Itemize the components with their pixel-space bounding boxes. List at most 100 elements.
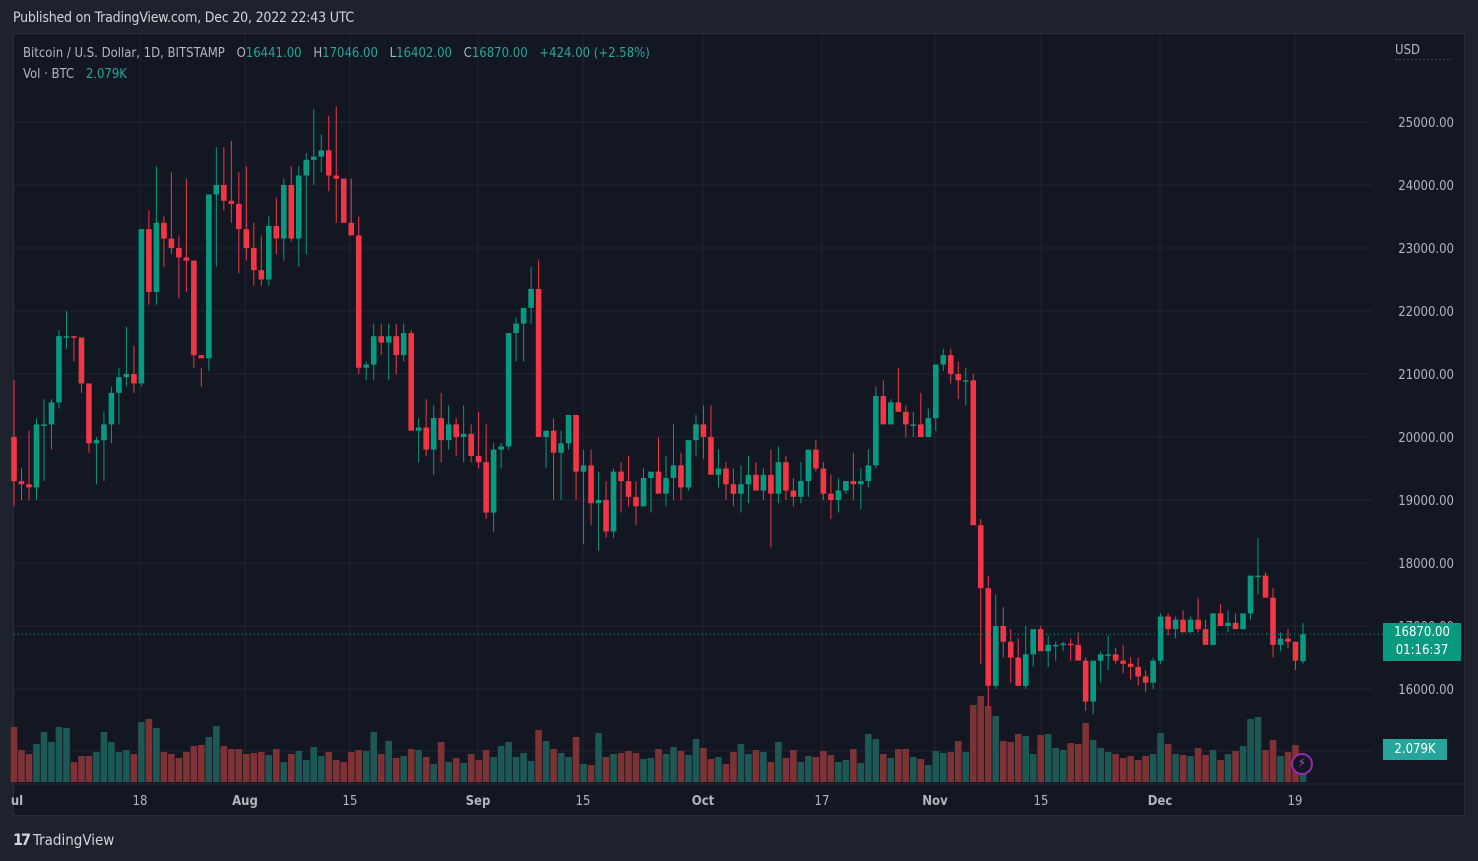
- candle-body[interactable]: [895, 402, 902, 412]
- candle-body[interactable]: [325, 150, 332, 176]
- candle-body[interactable]: [985, 588, 992, 686]
- candle-body[interactable]: [1082, 660, 1089, 702]
- candle-body[interactable]: [363, 364, 370, 368]
- candle-body[interactable]: [947, 355, 954, 374]
- candle-body[interactable]: [693, 424, 699, 441]
- candle-body[interactable]: [191, 260, 197, 356]
- candle-body[interactable]: [663, 477, 669, 494]
- candle-body[interactable]: [640, 477, 647, 507]
- candle-body[interactable]: [288, 185, 295, 239]
- lightning-icon[interactable]: ⚡: [1291, 753, 1313, 775]
- candle-body[interactable]: [850, 481, 857, 485]
- candle-body[interactable]: [385, 336, 392, 343]
- candle-body[interactable]: [760, 474, 767, 491]
- candle-body[interactable]: [206, 194, 212, 359]
- candle-body[interactable]: [258, 270, 265, 280]
- candle-body[interactable]: [925, 418, 932, 437]
- candle-body[interactable]: [71, 336, 77, 338]
- candle-body[interactable]: [708, 437, 714, 475]
- candle-body[interactable]: [843, 481, 849, 491]
- candle-body[interactable]: [280, 185, 287, 239]
- candle-body[interactable]: [1300, 634, 1306, 662]
- candle-body[interactable]: [1217, 613, 1224, 626]
- candle-body[interactable]: [1225, 622, 1231, 626]
- candle-body[interactable]: [805, 449, 812, 482]
- candle-body[interactable]: [138, 229, 145, 384]
- volume-label[interactable]: Vol · BTC: [23, 67, 75, 82]
- candle-body[interactable]: [26, 484, 32, 488]
- candle-body[interactable]: [1097, 654, 1104, 661]
- footer-brand[interactable]: 17 TradingView: [13, 830, 114, 849]
- candle-body[interactable]: [333, 175, 340, 179]
- candle-body[interactable]: [348, 222, 355, 236]
- candle-body[interactable]: [1075, 644, 1081, 661]
- candle-body[interactable]: [415, 427, 422, 431]
- candle-body[interactable]: [1007, 641, 1014, 658]
- candle-body[interactable]: [700, 424, 707, 437]
- candle-body[interactable]: [1247, 575, 1254, 614]
- candle-body[interactable]: [123, 374, 130, 378]
- candle-body[interactable]: [1150, 660, 1156, 683]
- candle-body[interactable]: [1240, 613, 1246, 630]
- candle-body[interactable]: [1292, 641, 1299, 661]
- symbol-title[interactable]: Bitcoin / U.S. Dollar, 1D, BITSTAMP: [23, 46, 225, 61]
- candle-body[interactable]: [1202, 629, 1209, 645]
- candle-body[interactable]: [603, 500, 609, 532]
- candle-body[interactable]: [86, 383, 92, 444]
- candle-body[interactable]: [56, 336, 62, 403]
- candle-body[interactable]: [1090, 660, 1096, 702]
- candle-body[interactable]: [161, 222, 167, 239]
- candle-body[interactable]: [520, 307, 527, 324]
- candle-body[interactable]: [340, 178, 347, 223]
- candle-body[interactable]: [153, 222, 160, 293]
- candle-body[interactable]: [303, 159, 310, 176]
- candle-body[interactable]: [221, 185, 227, 201]
- candle-body[interactable]: [910, 424, 917, 426]
- chart-panel[interactable]: [13, 33, 1465, 816]
- candle-body[interactable]: [273, 225, 280, 239]
- candle-body[interactable]: [1015, 657, 1022, 686]
- candle-body[interactable]: [835, 490, 842, 500]
- candle-body[interactable]: [1255, 575, 1261, 578]
- candle-body[interactable]: [116, 377, 122, 393]
- candle-body[interactable]: [528, 288, 534, 308]
- candle-body[interactable]: [888, 402, 894, 425]
- candle-body[interactable]: [1285, 638, 1291, 642]
- candle-body[interactable]: [648, 471, 654, 478]
- candle-body[interactable]: [251, 248, 257, 271]
- candle-body[interactable]: [445, 424, 452, 441]
- candle-body[interactable]: [146, 229, 152, 293]
- candle-body[interactable]: [678, 465, 684, 488]
- candle-body[interactable]: [168, 238, 175, 248]
- candle-body[interactable]: [558, 443, 564, 453]
- candle-body[interactable]: [550, 430, 557, 453]
- candle-body[interactable]: [775, 462, 782, 494]
- candle-body[interactable]: [1112, 654, 1119, 661]
- candle-body[interactable]: [513, 323, 519, 334]
- candle-body[interactable]: [970, 380, 977, 526]
- candle-body[interactable]: [715, 468, 722, 475]
- candle-body[interactable]: [745, 474, 752, 485]
- candle-body[interactable]: [565, 414, 572, 444]
- candle-body[interactable]: [1037, 629, 1044, 652]
- candle-body[interactable]: [580, 465, 587, 472]
- candle-body[interactable]: [355, 235, 362, 368]
- candle-body[interactable]: [828, 493, 834, 500]
- candle-body[interactable]: [1030, 629, 1037, 655]
- candle-body[interactable]: [1157, 616, 1164, 661]
- candle-body[interactable]: [1270, 597, 1276, 645]
- candle-body[interactable]: [1232, 622, 1239, 630]
- candle-body[interactable]: [378, 336, 385, 343]
- candle-body[interactable]: [101, 424, 107, 441]
- candle-body[interactable]: [610, 471, 617, 532]
- candle-body[interactable]: [1165, 616, 1171, 630]
- candle-body[interactable]: [318, 150, 325, 157]
- candle-body[interactable]: [93, 440, 100, 444]
- candle-body[interactable]: [1210, 613, 1216, 645]
- candle-body[interactable]: [723, 468, 729, 485]
- candle-body[interactable]: [1060, 643, 1066, 646]
- candle-body[interactable]: [460, 433, 467, 437]
- candle-body[interactable]: [236, 203, 242, 230]
- candle-body[interactable]: [543, 430, 549, 437]
- candle-body[interactable]: [18, 481, 25, 485]
